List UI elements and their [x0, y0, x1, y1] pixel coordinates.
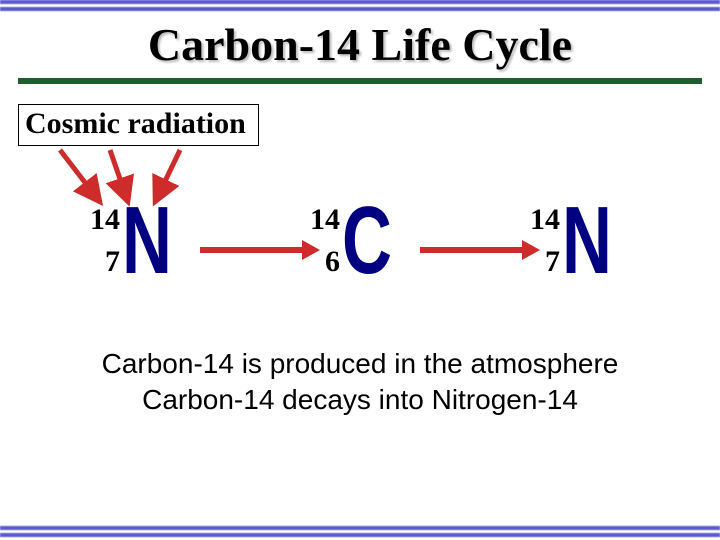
mass-number: 14 — [530, 204, 560, 236]
atomic-number: 7 — [545, 246, 560, 278]
isotope-n-2: 14 7N — [530, 200, 629, 282]
isotope-n-0: 147N — [90, 200, 189, 282]
bottom-accent-bar — [0, 526, 720, 540]
top-accent-bar — [0, 0, 720, 14]
isotope-c-1: 14 6C — [310, 200, 409, 282]
element-symbol: C — [342, 200, 390, 282]
title-underline — [18, 78, 702, 84]
element-symbol: N — [122, 200, 170, 282]
caption-line-1: Carbon-14 decays into Nitrogen-14 — [0, 384, 720, 416]
cosmic-radiation-label: Cosmic radiation — [18, 104, 259, 146]
caption-line-0: Carbon-14 is produced in the atmosphere — [0, 348, 720, 380]
reaction-arrow-head-0 — [302, 240, 320, 260]
element-symbol: N — [562, 200, 610, 282]
cosmic-arrow-0 — [60, 150, 100, 202]
reaction-arrow-0 — [200, 247, 302, 253]
reaction-arrow-1 — [420, 247, 522, 253]
reaction-arrow-head-1 — [522, 240, 540, 260]
atomic-number: 6 — [325, 246, 340, 278]
page-title: Carbon-14 Life Cycle — [0, 18, 720, 71]
isotope-numbers: 147 — [90, 204, 120, 277]
mass-number: 14 — [90, 204, 120, 236]
atomic-number: 7 — [105, 246, 120, 278]
mass-number: 14 — [310, 204, 340, 236]
